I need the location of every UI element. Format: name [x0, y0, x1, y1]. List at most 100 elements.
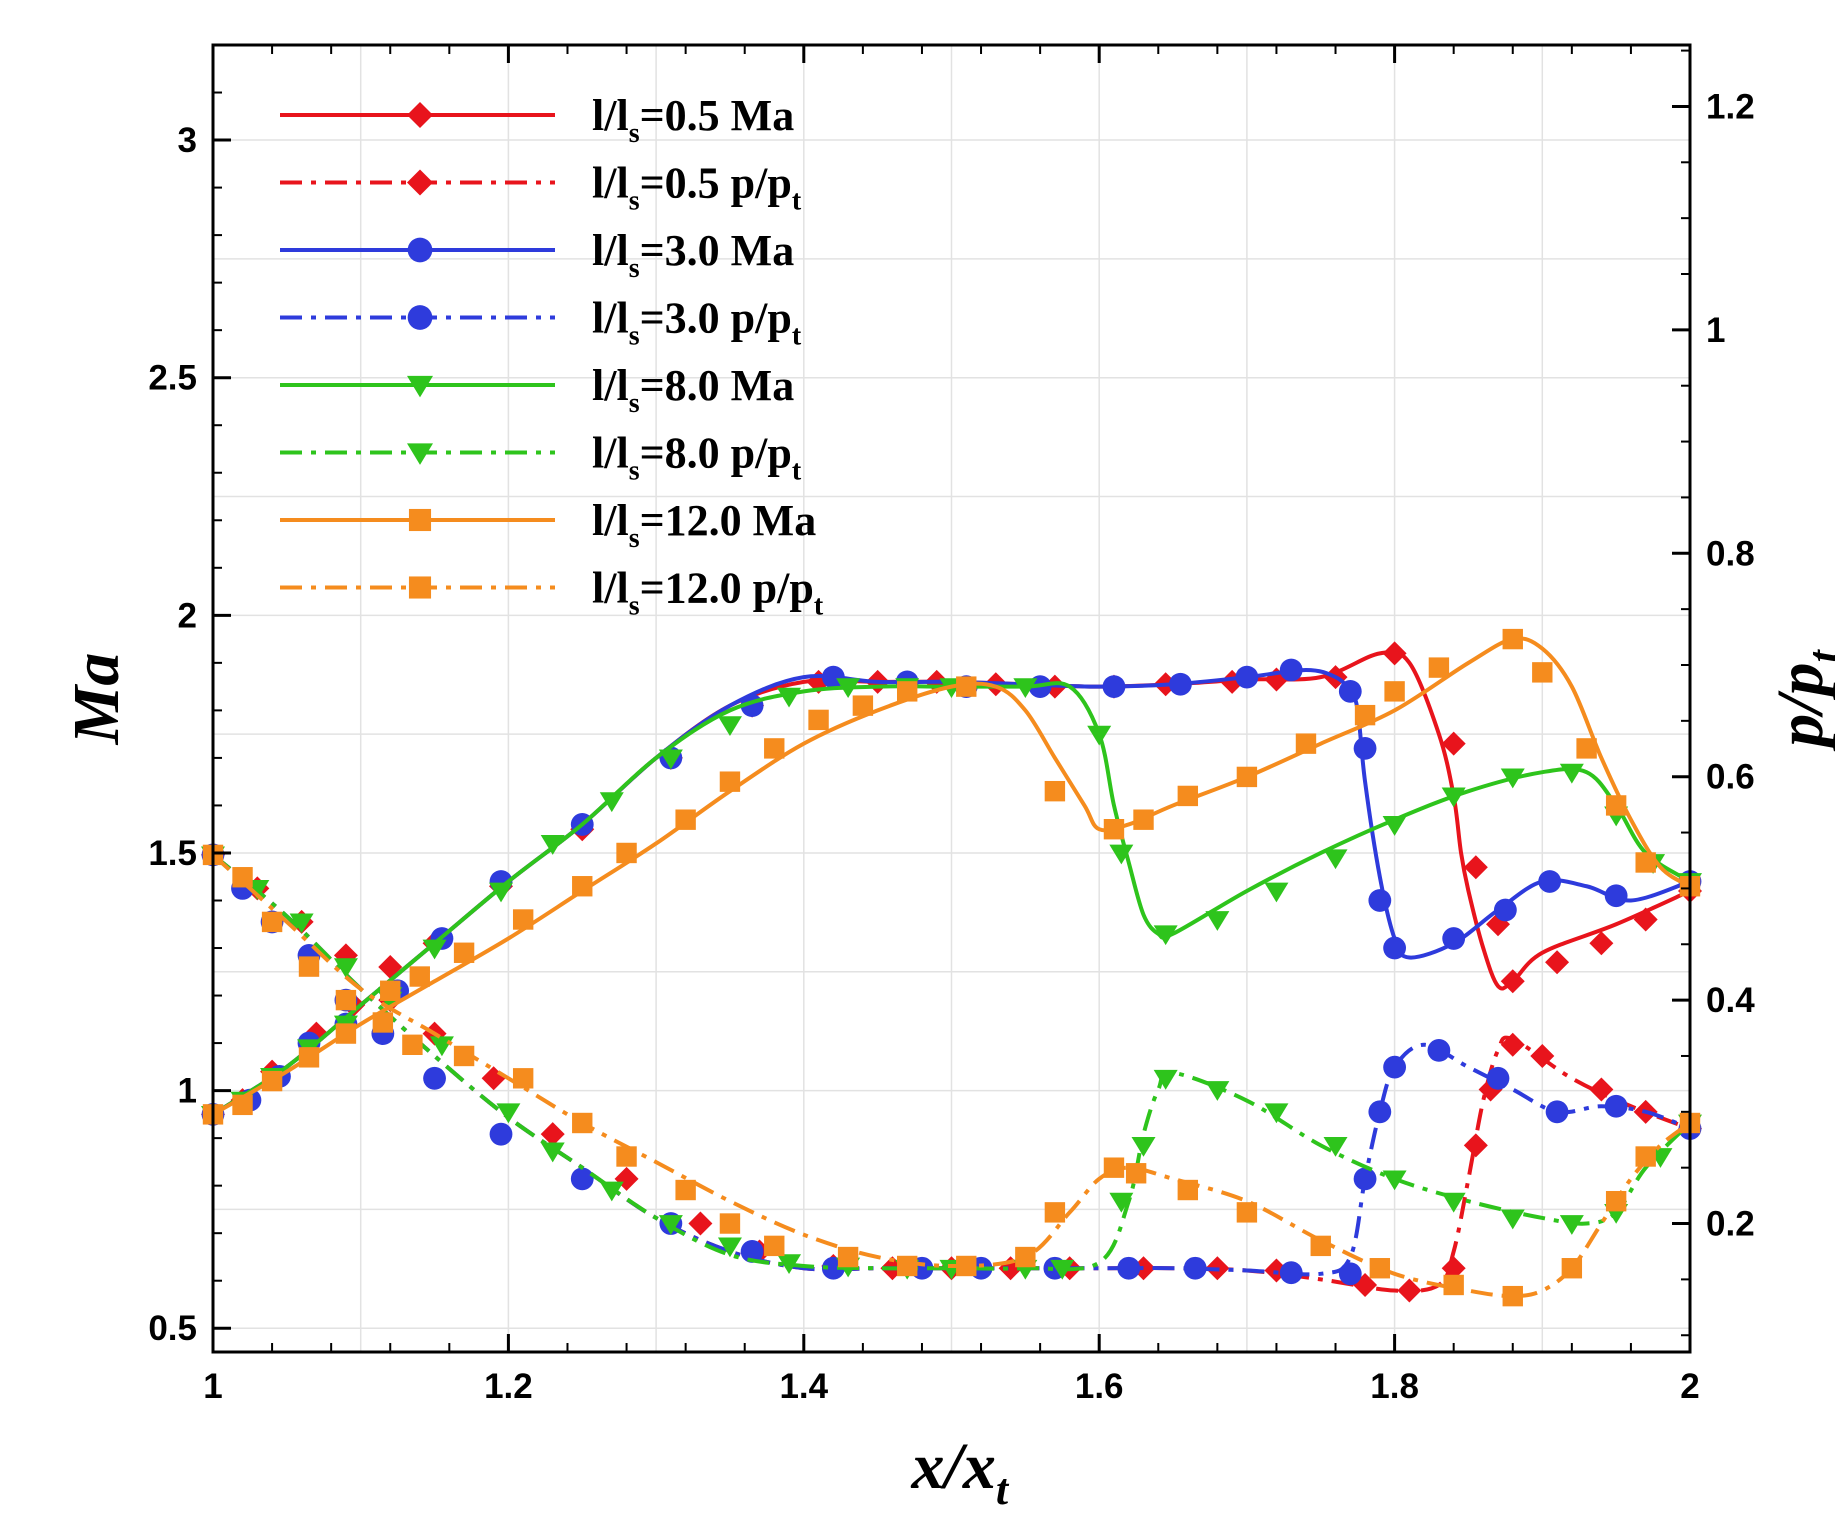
data-point [777, 687, 802, 708]
data-point [1530, 1043, 1555, 1068]
data-point [740, 1240, 764, 1263]
legend-label-main: l/l [592, 429, 629, 478]
data-point [837, 1246, 859, 1268]
data-point [1353, 737, 1377, 760]
legend-label-main: l/l [592, 91, 629, 140]
data-point [540, 1142, 565, 1163]
data-point [956, 1255, 977, 1277]
data-point [1353, 1167, 1377, 1191]
data-point [1502, 628, 1523, 650]
legend-label-sub: s [629, 118, 640, 149]
data-point [1635, 852, 1656, 873]
data-point [1382, 1170, 1407, 1191]
data-point [512, 1068, 534, 1089]
data-point [719, 1213, 741, 1234]
data-point [1559, 763, 1584, 784]
legend-label: l/ls=0.5 p/pt [592, 159, 802, 217]
data-point [422, 939, 447, 960]
data-point [1369, 1258, 1391, 1279]
data-point [453, 1045, 475, 1067]
data-point [540, 1122, 565, 1147]
data-point [1131, 1136, 1156, 1157]
x-tick-label: 2 [1680, 1367, 1699, 1406]
data-point [1383, 1055, 1406, 1079]
legend-label-main: l/l [592, 361, 629, 410]
x-tick-label: 1.6 [1075, 1367, 1124, 1406]
data-point [335, 989, 357, 1011]
data-point [1236, 1202, 1258, 1223]
legend-label-rest: =12.0 Ma [640, 496, 817, 545]
legend-label-rest: =0.5 Ma [640, 91, 795, 140]
data-point [1338, 1262, 1362, 1286]
legend-entry-0: l/ls=0.5 Ma [280, 91, 794, 149]
data-point [764, 738, 785, 759]
data-point [1044, 1202, 1066, 1223]
legend-marker [408, 576, 432, 599]
data-point [1493, 898, 1517, 922]
data-point [1383, 936, 1406, 960]
data-point [1368, 889, 1392, 912]
data-point [333, 958, 358, 979]
data-point [1589, 1077, 1614, 1102]
series-line [211, 853, 1692, 1272]
legend-marker [408, 508, 432, 532]
data-point [808, 709, 829, 731]
axis-ticks: 1 1.2 1.4 1.6 1.8 20.511.522.530.20.40.60.811… [148, 44, 1755, 1406]
data-point [572, 1112, 593, 1134]
series-6 [202, 628, 1701, 1125]
data-point [289, 913, 314, 934]
data-point [372, 1012, 394, 1033]
data-point [1441, 1192, 1466, 1213]
data-point [1545, 1100, 1569, 1124]
data-point [335, 1023, 357, 1044]
legend-entry-5: l/ls=8.0 p/pt [280, 429, 802, 487]
data-point [570, 1167, 594, 1191]
legend-entry-3: l/ls=3.0 p/pt [280, 294, 802, 352]
legend-marker [407, 375, 433, 398]
x-tick-label: 1 [203, 1367, 222, 1406]
data-point [1589, 931, 1614, 956]
data-point [1635, 1146, 1656, 1167]
legend-label-rest-sub: t [792, 456, 802, 487]
y-right-tick-label: 0.8 [1706, 534, 1755, 573]
data-point [1532, 662, 1553, 683]
legend-label-rest: =12.0 p/p [640, 564, 814, 613]
data-point [380, 980, 401, 1001]
legend-marker [407, 237, 433, 263]
data-point [1442, 927, 1466, 950]
data-point [261, 1070, 283, 1092]
data-point [1500, 768, 1525, 789]
legend-marker [407, 443, 433, 465]
data-point [1605, 1190, 1627, 1212]
data-point [1310, 1235, 1331, 1257]
series-line [211, 853, 1691, 1277]
data-point [1103, 819, 1125, 840]
data-point [453, 942, 475, 963]
data-point [1500, 1209, 1525, 1230]
data-point [1169, 672, 1192, 696]
legend-label-main: l/l [592, 564, 629, 613]
data-point [1382, 641, 1407, 666]
legend-label-rest: =8.0 Ma [640, 361, 795, 410]
x-tick-label: 1.8 [1370, 1367, 1419, 1406]
data-point [1633, 907, 1658, 932]
legend-label-main: l/l [592, 294, 629, 343]
x-axis-title-sub: t [996, 1465, 1010, 1514]
data-point [675, 809, 696, 830]
y-right-tick-label: 0.6 [1706, 758, 1755, 797]
legend-label-main: l/l [592, 159, 629, 208]
data-point [1604, 884, 1628, 908]
legend-label-rest: =3.0 Ma [640, 226, 795, 275]
legend-entry-6: l/ls=12.0 Ma [280, 496, 816, 554]
legend-label-main: l/l [592, 496, 629, 545]
x-axis-title-main: x/x [911, 1430, 996, 1503]
data-point [572, 876, 593, 897]
y-axis-right-title-sub: t [1799, 648, 1835, 662]
data-point [1502, 1285, 1523, 1307]
legend-label-rest-sub: t [792, 321, 802, 352]
data-point [1463, 1133, 1488, 1158]
data-point [1133, 809, 1154, 830]
y-right-tick-label: 0.2 [1706, 1205, 1755, 1244]
